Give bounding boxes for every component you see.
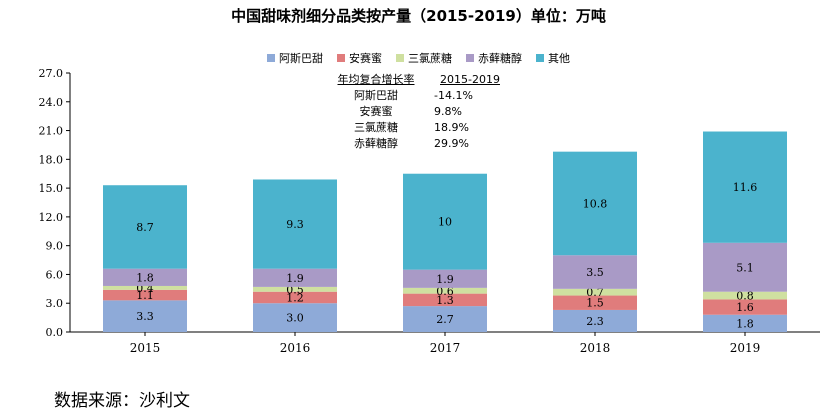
bar-segment <box>253 291 337 304</box>
cagr-row: 安赛蜜 9.8% <box>322 104 514 120</box>
data-label: 0.6 <box>436 285 454 298</box>
y-tick-label: 0.0 <box>46 326 64 339</box>
chart-title: 中国甜味剂细分品类按产量（2015-2019）单位：万吨 <box>231 7 606 25</box>
bar-segment <box>253 179 337 269</box>
legend-label: 阿斯巴甜 <box>279 52 323 65</box>
cagr-row: 赤藓糖醇 29.9% <box>322 136 514 152</box>
bar-segment <box>103 185 187 269</box>
bar-segment <box>103 289 187 301</box>
cagr-row-value: 29.9% <box>434 137 469 150</box>
y-tick-label: 24.0 <box>39 96 64 109</box>
cagr-row-name: 三氯蔗糖 <box>354 121 398 134</box>
legend-label: 安赛蜜 <box>349 52 382 65</box>
bar-segment <box>703 291 787 300</box>
y-tick-label: 9.0 <box>46 240 64 253</box>
data-label: 1.9 <box>286 272 304 285</box>
legend-swatch <box>267 54 275 62</box>
data-label: 10.8 <box>583 197 608 210</box>
bar-segment <box>553 309 637 332</box>
legend-swatch <box>337 54 345 62</box>
cagr-row: 阿斯巴甜 -14.1% <box>322 88 514 104</box>
bar-segment <box>403 306 487 332</box>
cagr-header-row: 年均复合增长率 2015-2019 <box>322 72 514 88</box>
data-label: 3.3 <box>136 310 154 323</box>
cagr-row-value: 9.8% <box>434 105 462 118</box>
cagr-row-name: 赤藓糖醇 <box>354 137 398 150</box>
legend-item: 安赛蜜 <box>337 50 382 66</box>
source-note: 数据来源：沙利文 <box>54 391 190 411</box>
bar-segment <box>553 288 637 296</box>
legend-swatch <box>396 54 404 62</box>
legend-item: 阿斯巴甜 <box>267 50 323 66</box>
data-label: 0.7 <box>586 286 604 299</box>
bar-segment <box>703 131 787 243</box>
bar-segment <box>103 300 187 332</box>
bar-segment <box>553 255 637 289</box>
x-tick-label: 2016 <box>280 341 311 355</box>
cagr-table: 年均复合增长率 2015-2019 阿斯巴甜 -14.1% 安赛蜜 9.8% 三… <box>322 72 514 152</box>
data-label: 0.8 <box>736 290 754 303</box>
x-tick-label: 2017 <box>430 341 461 355</box>
data-label: 9.3 <box>286 218 304 231</box>
bar-segment <box>703 242 787 292</box>
y-tick-label: 18.0 <box>39 153 64 166</box>
data-label: 10 <box>438 216 452 229</box>
x-tick-label: 2019 <box>730 341 761 355</box>
legend: 阿斯巴甜 安赛蜜 三氯蔗糖 赤藓糖醇 其他 <box>0 50 837 66</box>
y-tick-label: 21.0 <box>39 125 64 138</box>
cagr-row: 三氯蔗糖 18.9% <box>322 120 514 136</box>
bar-segment <box>253 268 337 287</box>
bar-segment <box>253 286 337 292</box>
legend-item: 三氯蔗糖 <box>396 50 452 66</box>
data-label: 1.1 <box>136 289 154 302</box>
y-tick-label: 15.0 <box>39 182 64 195</box>
y-tick-label: 12.0 <box>39 211 64 224</box>
data-label: 1.3 <box>436 294 454 307</box>
legend-item: 赤藓糖醇 <box>466 50 522 66</box>
y-tick-label: 27.0 <box>39 67 64 80</box>
bar-segment <box>403 287 487 294</box>
bar-segment <box>403 293 487 307</box>
bar-segment <box>703 314 787 332</box>
data-label: 8.7 <box>136 221 154 234</box>
cagr-row-value: -14.1% <box>434 89 473 102</box>
bar-segment <box>703 299 787 315</box>
data-label: 1.8 <box>136 271 154 284</box>
bar-segment <box>553 295 637 310</box>
cagr-row-name: 阿斯巴甜 <box>354 89 398 102</box>
cagr-header-period: 2015-2019 <box>440 73 500 86</box>
x-tick-label: 2018 <box>580 341 611 355</box>
legend-item: 其他 <box>536 50 570 66</box>
legend-swatch <box>536 54 544 62</box>
legend-label: 三氯蔗糖 <box>408 52 452 65</box>
data-label: 2.3 <box>586 315 604 328</box>
legend-label: 其他 <box>548 52 570 65</box>
x-tick-label: 2015 <box>130 341 161 355</box>
data-label: 1.6 <box>736 301 754 314</box>
data-label: 1.8 <box>736 317 754 330</box>
data-label: 5.1 <box>736 261 754 274</box>
bar-segment <box>403 269 487 288</box>
cagr-row-value: 18.9% <box>434 121 469 134</box>
bar-segment <box>103 285 187 290</box>
legend-label: 赤藓糖醇 <box>478 52 522 65</box>
data-label: 3.5 <box>586 266 604 279</box>
data-label: 3.0 <box>286 312 304 325</box>
bar-segment <box>103 268 187 286</box>
data-label: 11.6 <box>733 181 758 194</box>
y-tick-label: 6.0 <box>46 268 64 281</box>
bar-segment <box>253 303 337 332</box>
data-label: 1.9 <box>436 273 454 286</box>
data-label: 2.7 <box>436 313 454 326</box>
data-label: 1.5 <box>586 297 604 310</box>
bar-segment <box>553 151 637 256</box>
data-label: 1.2 <box>286 291 304 304</box>
cagr-row-name: 安赛蜜 <box>359 105 393 118</box>
y-tick-label: 3.0 <box>46 297 64 310</box>
legend-swatch <box>466 54 474 62</box>
bar-segment <box>403 173 487 270</box>
cagr-header-label: 年均复合增长率 <box>337 73 415 86</box>
